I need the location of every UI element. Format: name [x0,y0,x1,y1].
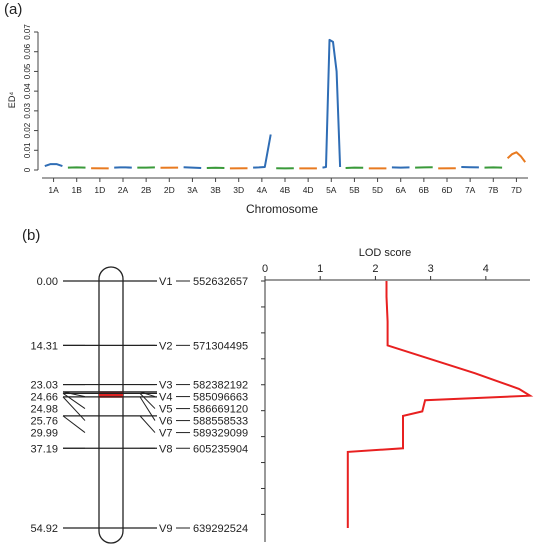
marker-position: 14.31 [30,340,58,352]
marker-name: V3 [159,380,172,392]
panel-b-label: (b) [22,227,40,244]
lod-x-ticks: 0 1 2 3 4 [262,263,489,280]
marker-leader-left [62,396,86,421]
panel-a-y-tick-label: 0.02 [23,122,32,138]
marker-position: 29.99 [30,428,58,440]
marker-name: V1 [159,276,172,288]
lod-y-ticks [261,280,265,515]
qtl-highlight-band [99,391,123,398]
panel-a-y-tick-label: 0.05 [23,63,32,79]
lod-x-tick-label: 4 [483,263,489,275]
marker-position: 24.98 [30,404,58,416]
marker-leader-right [139,396,156,421]
marker-position: 25.76 [30,416,58,428]
lod-x-tick-label: 3 [428,263,434,275]
panel-a-y-tick-label: 0.04 [23,83,32,99]
marker-leader-left [62,392,86,409]
marker-position: 23.03 [30,380,58,392]
chromosome-label: 4B [280,185,291,195]
marker-physical-position: 586669120 [193,404,248,416]
chromosome-label: 6A [396,185,407,195]
chromosome-label: 7D [511,185,522,195]
chromosome-label: 6D [442,185,453,195]
panel-a-y-ticks: 0 0.01 0.02 0.03 0.04 0.05 0.06 0.07 [23,24,38,172]
panel-a-y-tick-label: 0.06 [23,43,32,59]
marker-name: V2 [159,340,172,352]
marker-name: V6 [159,416,172,428]
chromosome-label: 3D [233,185,244,195]
chromosome-label: 5D [372,185,383,195]
panel-a-y-tick-label: 0 [23,167,32,172]
marker-physical-position: 605235904 [193,443,248,455]
chromosome-series [506,151,527,163]
chromosome-label: 1B [72,185,83,195]
chromosome-series [44,163,63,168]
marker-physical-position: 639292524 [193,523,248,535]
panel-a-label: (a) [4,1,22,18]
chromosome-label: 2B [141,185,152,195]
marker-physical-position: 552632657 [193,276,248,288]
chromosome-label: 4A [257,185,268,195]
lod-curve [346,281,534,528]
marker-position: 37.19 [30,443,58,455]
chromosome-label: 3B [210,185,221,195]
chromosome-label: 4D [303,185,314,195]
chromosome-label: 7A [465,185,476,195]
lod-x-tick-label: 1 [317,263,323,275]
marker-name: V4 [159,392,172,404]
lod-x-tick-label: 2 [372,263,378,275]
chromosome-label: 6B [419,185,430,195]
panel-a-y-label: ED⁴ [7,92,17,109]
marker-position: 54.92 [30,523,58,535]
panel-a-y-tick-label: 0.03 [23,103,32,119]
chromosome-series [253,134,272,169]
chromosome-series [183,166,202,169]
marker-name: V9 [159,523,172,535]
chromosome-series [322,38,342,169]
linkage-map: 0.00 V1 552632657 14.31 V2 571304495 23.03 V3 58… [30,266,248,544]
marker-position: 0.00 [37,276,58,288]
marker-leader-left [62,415,86,433]
panel-a-series [44,38,527,170]
chromosome-label: 1A [48,185,59,195]
lod-plot: LOD score 0 1 2 3 4 [261,247,534,542]
lod-x-tick-label: 0 [262,263,268,275]
panel-a-x-ticks: 1A 1B 1D 2A 2B 2D 3A 3B 3D 4A 4B 4D 5A 5B 5D 6A 6B 6D 7A 7B… [48,178,522,195]
chromosome-bar [98,266,124,544]
marker-name: V7 [159,428,172,440]
marker-name: V8 [159,443,172,455]
marker-list: 0.00 V1 552632657 14.31 V2 571304495 23.03 V3 58… [30,276,248,535]
panel-a-plot: 0 0.01 0.02 0.03 0.04 0.05 0.06 0.07 ED⁴ 1A 1B 1D… [7,24,528,216]
marker-leader-right [139,392,156,409]
chromosome-label: 1D [94,185,105,195]
chromosome-label: 3A [187,185,198,195]
marker-leader-right [139,415,156,433]
marker-physical-position: 582382192 [193,380,248,392]
marker-position: 24.66 [30,392,58,404]
lod-title: LOD score [359,247,412,259]
chromosome-label: 5B [349,185,360,195]
marker-physical-position: 571304495 [193,340,248,352]
chromosome-label: 7B [488,185,499,195]
marker-leader-right [139,391,156,398]
chromosome-label: 2A [118,185,129,195]
chromosome-label: 5A [326,185,337,195]
marker-name: V5 [159,404,172,416]
marker-physical-position: 588558533 [193,416,248,428]
marker-physical-position: 589329099 [193,428,248,440]
chromosome-label: 2D [164,185,175,195]
marker-leader-left [62,391,86,398]
panel-a-y-tick-label: 0.07 [23,24,32,40]
panel-a-y-tick-label: 0.01 [23,142,32,158]
panel-a-x-label: Chromosome [246,202,318,216]
marker-physical-position: 585096663 [193,392,248,404]
